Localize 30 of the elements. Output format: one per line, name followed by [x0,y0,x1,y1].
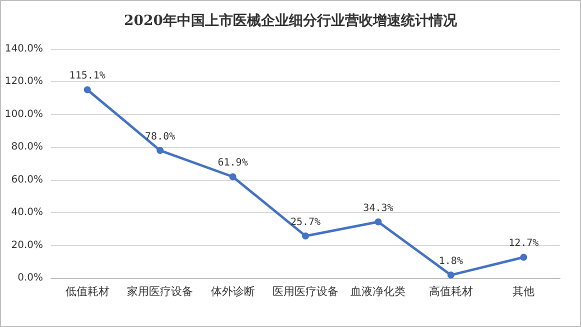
data-label: 25.7% [290,216,321,228]
x-tick-label: 高值耗材 [428,285,473,298]
y-tick-label: 100.0% [4,108,43,120]
x-tick-label: 家用医疗设备 [127,285,194,298]
x-tick-label: 医用医疗设备 [272,285,338,298]
point [374,218,382,226]
y-tick-label: 140.0% [4,44,43,54]
x-tick-label: 低值耗材 [65,285,110,298]
data-label: 1.8% [438,256,463,268]
data-label: 34.3% [363,202,394,214]
point [302,232,309,240]
y-tick-label: 0.0% [18,272,43,284]
x-tick-label: 血液净化类 [350,285,406,298]
data-label: 61.9% [218,158,248,169]
y-tick-label: 60.0% [11,174,43,186]
point [84,86,91,94]
x-tick-label: 体外诊断 [210,285,255,298]
y-tick-label: 40.0% [11,207,43,218]
point [229,173,236,180]
data-label: 12.7% [508,238,539,250]
x-tick-label: 其他 [512,285,535,298]
point [520,254,528,261]
point [156,146,164,154]
point [447,272,454,279]
data-label: 78.0% [145,131,176,142]
y-tick-label: 80.0% [11,142,43,153]
chart-title: 2020年中国上市医械企业细分行业营收增速统计情况 [124,12,458,29]
y-tick-label: 20.0% [11,240,43,251]
y-tick-label: 120.0% [4,76,43,88]
data-label: 115.1% [69,70,106,82]
